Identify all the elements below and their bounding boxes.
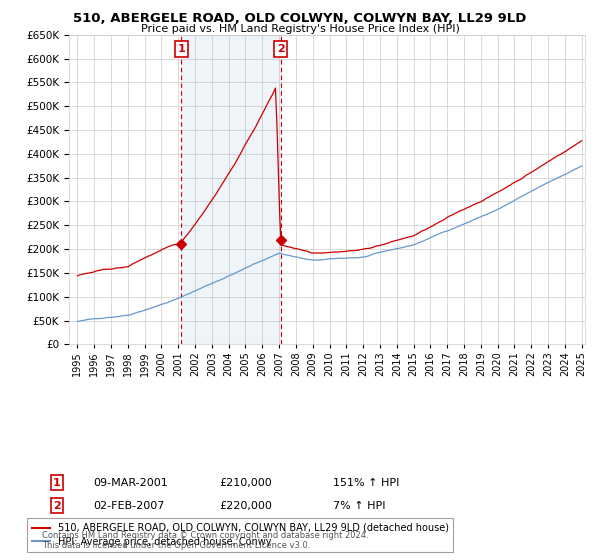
Text: 1: 1 xyxy=(178,44,185,54)
Text: Contains HM Land Registry data © Crown copyright and database right 2024.
This d: Contains HM Land Registry data © Crown c… xyxy=(42,530,368,550)
Text: 510, ABERGELE ROAD, OLD COLWYN, COLWYN BAY, LL29 9LD: 510, ABERGELE ROAD, OLD COLWYN, COLWYN B… xyxy=(73,12,527,25)
Text: £220,000: £220,000 xyxy=(219,501,272,511)
Text: Price paid vs. HM Land Registry's House Price Index (HPI): Price paid vs. HM Land Registry's House … xyxy=(140,24,460,34)
Text: 151% ↑ HPI: 151% ↑ HPI xyxy=(333,478,400,488)
Bar xyxy=(181,35,281,344)
Text: 02-FEB-2007: 02-FEB-2007 xyxy=(93,501,164,511)
Text: 09-MAR-2001: 09-MAR-2001 xyxy=(93,478,168,488)
Text: £210,000: £210,000 xyxy=(219,478,272,488)
Text: 1: 1 xyxy=(53,478,61,488)
Text: 2: 2 xyxy=(53,501,61,511)
Text: 7% ↑ HPI: 7% ↑ HPI xyxy=(333,501,386,511)
Legend: 510, ABERGELE ROAD, OLD COLWYN, COLWYN BAY, LL29 9LD (detached house), HPI: Aver: 510, ABERGELE ROAD, OLD COLWYN, COLWYN B… xyxy=(28,518,454,552)
Text: 2: 2 xyxy=(277,44,284,54)
